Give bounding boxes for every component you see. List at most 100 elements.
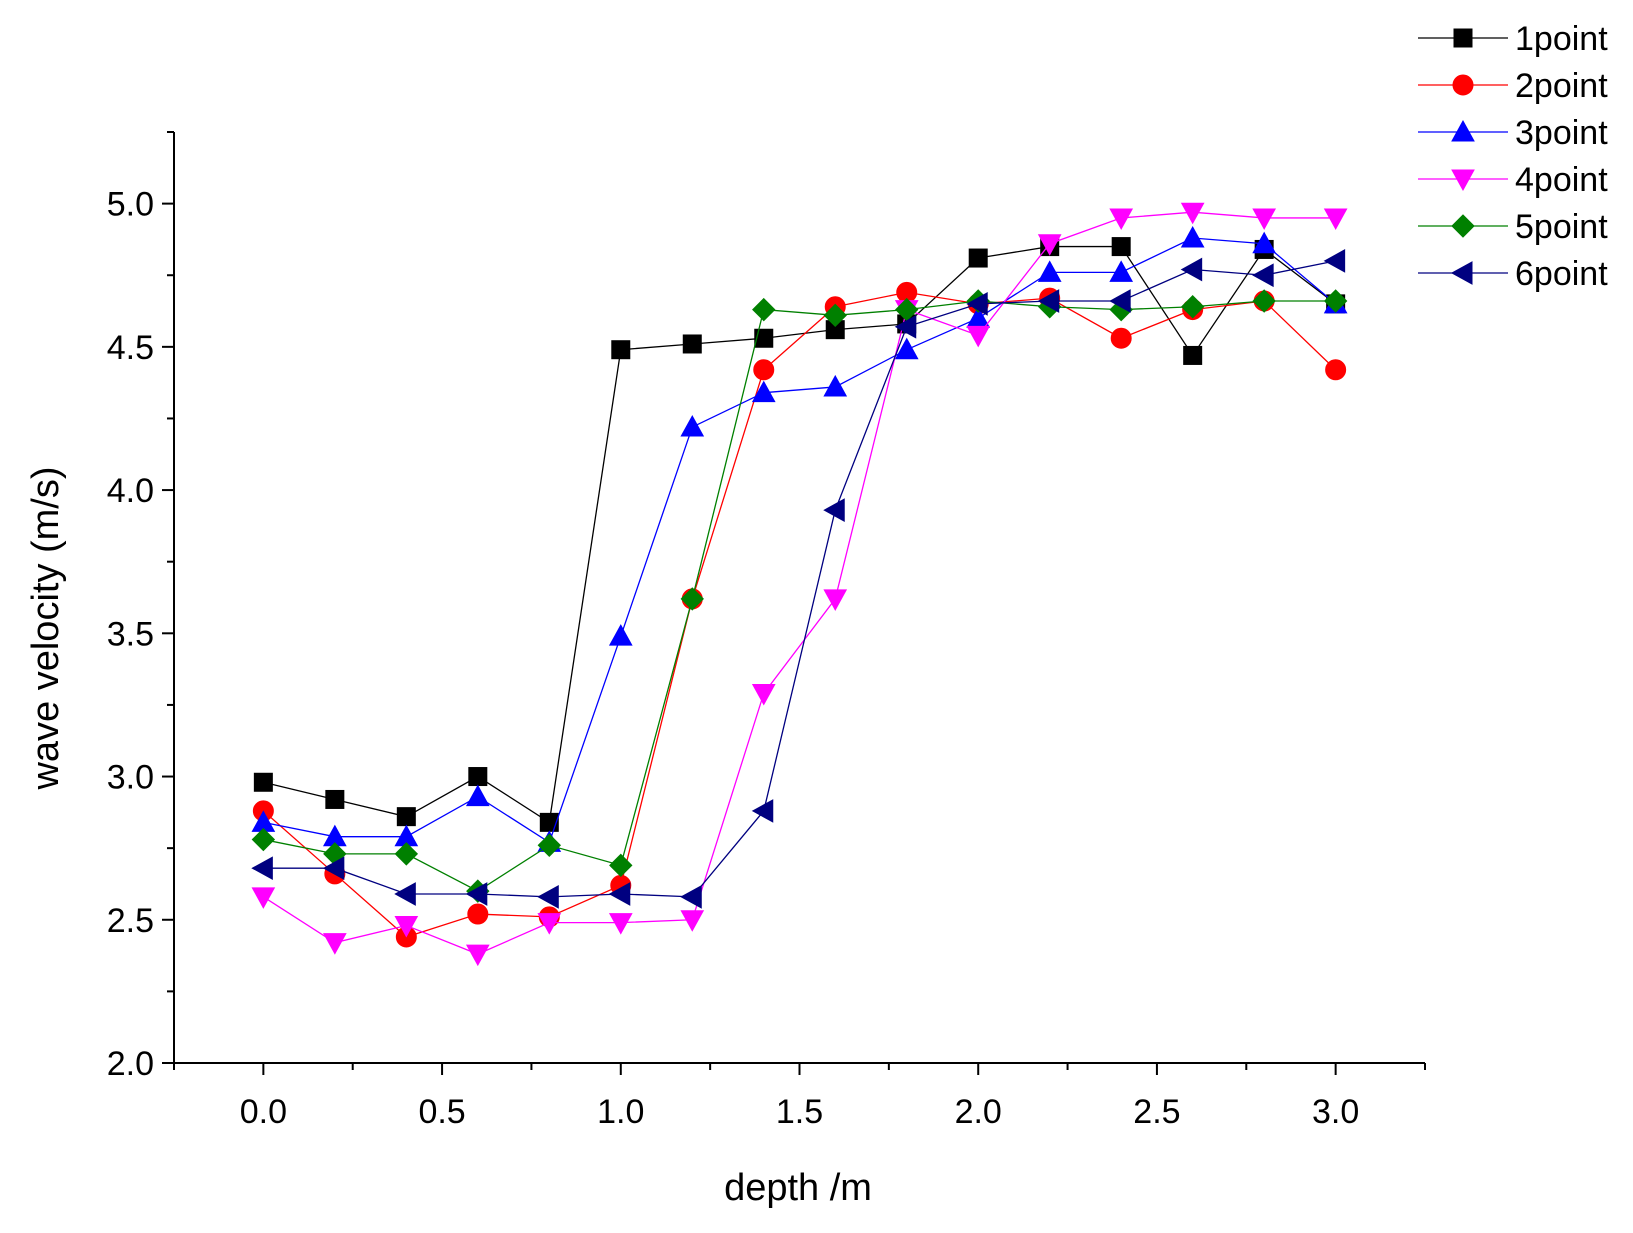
data-point-2point	[753, 359, 775, 381]
data-point-4point	[251, 887, 276, 909]
data-point-5point	[1323, 289, 1348, 313]
axes: 2.0 2.5 3.0 3.5 4.0 4.5 5.0 0.0 0.5 1.0 1.5 2.0 2.5 3…	[107, 131, 1426, 1131]
data-point-3point	[608, 624, 633, 646]
y-axis-title: wave velocity (m/s)	[25, 466, 67, 790]
data-point-4point	[966, 325, 991, 348]
series-2point	[252, 281, 1347, 948]
legend-marker	[1451, 169, 1475, 192]
data-point-6point	[823, 498, 845, 522]
legend-label: 4point	[1515, 161, 1608, 199]
legend-item-3point: 3point	[1418, 114, 1608, 152]
y-tick-label: 2.5	[107, 902, 154, 940]
legend-label: 2point	[1515, 67, 1608, 105]
data-point-4point	[1109, 208, 1134, 230]
x-tick-label: 1.5	[776, 1093, 823, 1131]
data-point-4point	[465, 944, 490, 967]
legend-label: 5point	[1515, 208, 1608, 246]
legend-label: 6point	[1515, 255, 1608, 293]
series-1point	[253, 237, 1346, 832]
data-point-5point	[1180, 295, 1205, 319]
data-point-5point	[823, 303, 847, 328]
data-point-4point	[322, 933, 347, 955]
data-point-5point	[251, 827, 276, 852]
x-tick-label: 1.0	[597, 1093, 644, 1131]
legend: 1point 2point 3point 4point 5point 6point	[1418, 20, 1608, 293]
y-tick-label: 3.5	[107, 615, 154, 653]
data-point-1point	[611, 340, 631, 360]
data-point-4point	[537, 913, 562, 935]
data-point-4point	[751, 683, 776, 706]
data-point-2point	[467, 903, 489, 925]
data-point-2point	[1325, 359, 1347, 381]
data-point-6point	[751, 799, 774, 823]
data-point-3point	[680, 415, 705, 437]
legend-item-4point: 4point	[1418, 161, 1608, 199]
x-tick-label: 0.0	[240, 1093, 287, 1131]
data-point-3point	[465, 784, 490, 807]
data-point-1point	[468, 767, 488, 787]
series-layer	[251, 202, 1348, 967]
data-point-4point	[680, 910, 705, 932]
data-point-6point	[966, 292, 988, 316]
data-point-3point	[1037, 260, 1062, 282]
y-tick-label: 4.0	[107, 472, 154, 510]
data-point-1point	[396, 807, 416, 827]
legend-item-6point: 6point	[1418, 255, 1608, 293]
data-point-3point	[1180, 225, 1205, 248]
data-point-3point	[1252, 231, 1277, 254]
data-point-3point	[1109, 260, 1134, 282]
data-point-6point	[465, 882, 488, 906]
data-point-4point	[1037, 234, 1062, 256]
data-point-1point	[754, 328, 774, 348]
legend-marker	[1453, 28, 1473, 48]
data-point-6point	[1323, 249, 1346, 273]
data-point-4point	[394, 915, 419, 938]
series-line-5point	[263, 300, 1336, 892]
legend-label: 1point	[1515, 20, 1608, 58]
data-point-5point	[394, 842, 419, 866]
legend-item-5point: 5point	[1418, 208, 1608, 246]
data-point-6point	[680, 885, 702, 909]
data-point-4point	[608, 913, 633, 935]
data-point-5point	[680, 587, 704, 611]
y-tick-label: 3.0	[107, 759, 154, 797]
legend-marker	[1452, 74, 1474, 96]
x-axis-title: depth /m	[724, 1167, 872, 1209]
x-tick-label: 0.5	[418, 1093, 465, 1131]
y-tick-label: 2.0	[107, 1045, 154, 1083]
data-point-1point	[968, 248, 988, 268]
series-line-3point	[263, 237, 1337, 844]
data-point-2point	[1110, 327, 1132, 349]
x-tick-label: 3.0	[1312, 1093, 1359, 1131]
data-point-6point	[322, 856, 345, 881]
legend-marker	[1450, 261, 1473, 285]
data-point-6point	[537, 885, 559, 909]
data-point-5point	[609, 853, 633, 878]
legend-item-1point: 1point	[1418, 20, 1608, 58]
y-tick-label: 5.0	[107, 186, 154, 224]
series-line-1point	[263, 245, 1337, 824]
data-point-5point	[752, 297, 776, 322]
y-tick-label: 4.5	[107, 329, 154, 367]
x-tick-label: 2.5	[1133, 1093, 1180, 1131]
data-point-3point	[751, 380, 776, 403]
legend-item-2point: 2point	[1418, 67, 1608, 105]
x-tick-label: 2.0	[955, 1093, 1002, 1131]
data-point-4point	[1180, 202, 1205, 225]
data-point-6point	[1180, 257, 1203, 282]
data-point-6point	[251, 856, 273, 881]
data-point-6point	[1109, 289, 1131, 313]
data-point-6point	[608, 882, 631, 906]
series-line-4point	[263, 211, 1336, 955]
data-point-3point	[823, 374, 848, 397]
legend-label: 3point	[1515, 114, 1608, 152]
data-point-4point	[1252, 208, 1277, 230]
series-line-2point	[262, 291, 1337, 938]
legend-marker	[1451, 119, 1475, 142]
data-point-6point	[394, 882, 416, 906]
legend-marker	[1451, 214, 1475, 238]
data-point-3point	[894, 337, 919, 360]
data-point-4point	[823, 589, 848, 611]
data-point-1point	[1183, 345, 1203, 365]
